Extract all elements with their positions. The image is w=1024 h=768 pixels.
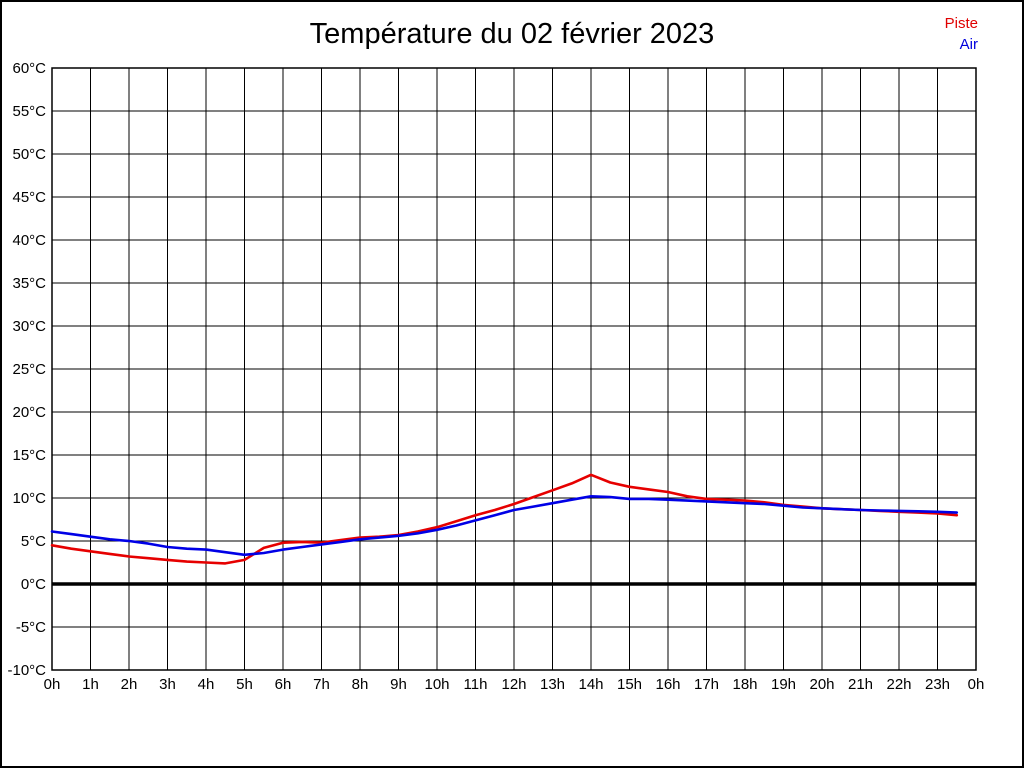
x-tick-label: 20h — [809, 676, 834, 693]
x-tick-label: 19h — [771, 676, 796, 693]
y-tick-label: 35°C — [12, 275, 46, 292]
x-tick-label: 7h — [313, 676, 330, 693]
legend-item-piste: Piste — [945, 13, 978, 34]
x-tick-label: 8h — [352, 676, 369, 693]
legend-label-air: Air — [959, 36, 978, 53]
x-tick-label: 18h — [732, 676, 757, 693]
y-tick-label: -5°C — [16, 619, 46, 636]
x-tick-label: 16h — [655, 676, 680, 693]
y-tick-label: 5°C — [21, 533, 46, 550]
x-tick-label: 0h — [968, 676, 985, 693]
x-tick-label: 2h — [121, 676, 138, 693]
x-tick-label: 10h — [424, 676, 449, 693]
x-tick-label: 0h — [44, 676, 61, 693]
legend-item-air: Air — [945, 34, 978, 55]
y-tick-label: 30°C — [12, 318, 46, 335]
y-tick-label: -10°C — [7, 662, 46, 679]
y-tick-label: 60°C — [12, 60, 46, 77]
x-tick-label: 14h — [578, 676, 603, 693]
legend-label-piste: Piste — [944, 15, 978, 32]
y-tick-label: 10°C — [12, 490, 46, 507]
y-tick-label: 20°C — [12, 404, 46, 421]
chart-title: Température du 02 février 2023 — [309, 18, 715, 50]
y-tick-label: 50°C — [12, 146, 46, 163]
x-tick-label: 12h — [501, 676, 526, 693]
x-tick-label: 1h — [82, 676, 99, 693]
y-tick-label: 40°C — [12, 232, 46, 249]
chart-legend: Piste Air — [945, 13, 978, 55]
y-tick-label: 55°C — [12, 103, 46, 120]
x-tick-label: 5h — [236, 676, 253, 693]
y-tick-label: 45°C — [12, 189, 46, 206]
series-line-piste — [50, 473, 959, 565]
x-tick-label: 17h — [694, 676, 719, 693]
series-line-air — [50, 494, 959, 557]
y-tick-label: 25°C — [12, 361, 46, 378]
y-tick-label: 15°C — [12, 447, 46, 464]
x-tick-label: 6h — [275, 676, 292, 693]
x-tick-label: 22h — [886, 676, 911, 693]
x-tick-label: 13h — [540, 676, 565, 693]
x-tick-label: 3h — [159, 676, 176, 693]
y-tick-label: 0°C — [21, 576, 46, 593]
x-tick-label: 15h — [617, 676, 642, 693]
x-tick-label: 21h — [848, 676, 873, 693]
x-tick-label: 11h — [464, 676, 488, 693]
x-tick-label: 23h — [925, 676, 950, 693]
x-tick-label: 4h — [198, 676, 215, 693]
x-tick-label: 9h — [390, 676, 407, 693]
plot-frame — [51, 67, 977, 671]
